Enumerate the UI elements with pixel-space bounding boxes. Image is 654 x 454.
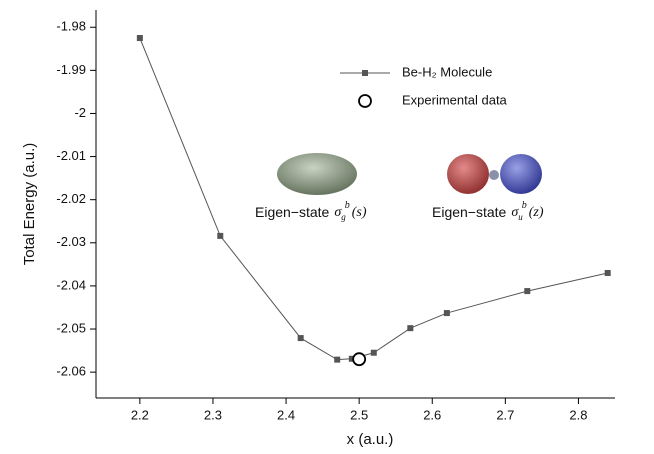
- legend-label: Be-H₂ Molecule: [402, 64, 492, 79]
- marker: [605, 270, 611, 276]
- orbital-lobe-blue: [500, 154, 542, 194]
- annotation-text: Eigen−state: [432, 204, 507, 220]
- legend-marker: [359, 95, 371, 107]
- series-line: [140, 38, 608, 360]
- x-tick-label: 2.5: [350, 407, 368, 422]
- annotation-sub: u: [518, 212, 523, 222]
- marker: [137, 35, 143, 41]
- marker: [407, 325, 413, 331]
- annotation-sup: b: [345, 200, 350, 211]
- annotation-sub: g: [341, 212, 346, 222]
- x-tick-label: 2.2: [131, 407, 149, 422]
- marker: [524, 288, 530, 294]
- orbital-center: [489, 170, 499, 180]
- legend-marker: [362, 70, 368, 76]
- legend-label: Experimental data: [402, 92, 508, 107]
- annotation-arg: (z): [529, 205, 544, 220]
- y-tick-label: -2.03: [56, 234, 86, 249]
- annotation-text: Eigen−state: [255, 204, 330, 220]
- marker: [217, 233, 223, 239]
- x-tick-label: 2.3: [204, 407, 222, 422]
- orbital-sigma-g: [277, 153, 357, 195]
- x-tick-label: 2.7: [496, 407, 514, 422]
- marker: [371, 350, 377, 356]
- x-tick-label: 2.8: [569, 407, 587, 422]
- x-tick-label: 2.6: [423, 407, 441, 422]
- y-tick-label: -2.02: [56, 191, 86, 206]
- x-axis-label: x (a.u.): [347, 431, 394, 448]
- y-tick-label: -2.04: [56, 277, 86, 292]
- y-tick-label: -1.98: [56, 19, 86, 34]
- y-tick-label: -2.01: [56, 148, 86, 163]
- y-tick-label: -2: [74, 105, 86, 120]
- annotation-arg: (s): [352, 205, 367, 220]
- marker: [298, 335, 304, 341]
- y-tick-label: -2.05: [56, 320, 86, 335]
- y-tick-label: -2.06: [56, 364, 86, 379]
- annotation-sup: b: [522, 200, 527, 211]
- y-tick-label: -1.99: [56, 62, 86, 77]
- orbital-images: [277, 153, 542, 195]
- marker: [444, 310, 450, 316]
- chart: Total Energy (a.u.) x (a.u.) -1.98 -1.99 -…: [0, 0, 654, 454]
- marker: [353, 353, 365, 365]
- y-axis-label: Total Energy (a.u.): [21, 143, 38, 266]
- orbital-lobe-red: [447, 154, 489, 194]
- marker: [334, 357, 340, 363]
- x-tick-label: 2.4: [277, 407, 295, 422]
